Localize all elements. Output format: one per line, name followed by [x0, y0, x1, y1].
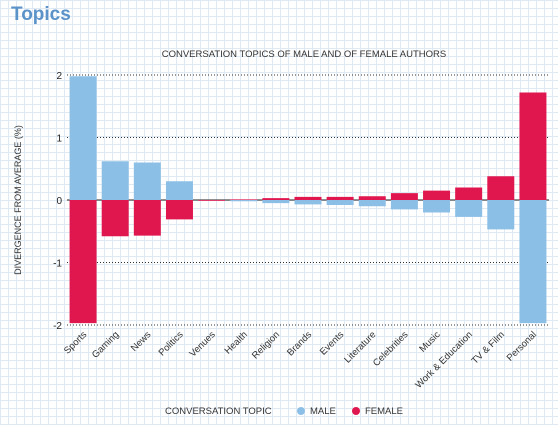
- y-tick-label: -2: [53, 321, 62, 332]
- x-tick-label: Gaming: [90, 329, 121, 360]
- bar-female: [455, 187, 483, 200]
- bar-male: [230, 200, 258, 202]
- x-tick-label: TV & Film: [470, 329, 507, 366]
- bar-female: [198, 200, 226, 201]
- legend-swatch-female: [352, 407, 360, 415]
- bar-female: [262, 198, 290, 201]
- x-tick-label: Personal: [505, 329, 539, 363]
- y-tick-label: 2: [56, 71, 62, 82]
- bar-male: [519, 200, 547, 324]
- page-heading: Topics: [11, 4, 71, 25]
- chart-title: CONVERSATION TOPICS OF MALE AND OF FEMAL…: [162, 49, 447, 60]
- bar-male: [294, 200, 322, 205]
- bar-female: [326, 196, 354, 201]
- y-tick-label: -1: [53, 259, 62, 270]
- bar-female: [230, 199, 258, 201]
- x-tick-label: News: [129, 329, 154, 354]
- bars: [69, 76, 547, 324]
- y-tick-labels: 2 1 0 -1 -2: [53, 71, 62, 332]
- x-tick-label: Sports: [62, 329, 89, 356]
- bar-male: [101, 161, 129, 200]
- bar-female: [133, 200, 161, 236]
- legend-label-female: FEMALE: [365, 406, 403, 417]
- bar-male: [390, 200, 418, 210]
- bar-male: [69, 76, 97, 200]
- bar-male: [262, 200, 290, 204]
- bar-male: [487, 200, 515, 230]
- x-tick-label: Music: [417, 329, 442, 354]
- bar-male: [165, 181, 193, 200]
- x-axis-label: CONVERSATION TOPIC: [165, 406, 272, 417]
- x-tick-label: Politics: [157, 329, 186, 358]
- bar-female: [358, 196, 386, 200]
- bar-male: [455, 200, 483, 217]
- x-tick-label: Work & Education: [413, 329, 474, 390]
- y-axis-label: DIVERGENCE FROM AVERAGE (%): [13, 125, 23, 275]
- bar-male: [423, 200, 451, 213]
- x-tick-label: Health: [223, 329, 250, 356]
- y-tick-label: 1: [56, 134, 62, 145]
- bar-female: [101, 200, 129, 237]
- legend: CONVERSATION TOPIC MALE FEMALE: [165, 406, 403, 417]
- x-tick-labels: Sports Gaming News Politics Venues Health Reli…: [62, 329, 539, 391]
- bar-female: [423, 190, 451, 201]
- legend-swatch-male: [297, 407, 305, 415]
- bar-male: [133, 162, 161, 200]
- bar-male: [326, 200, 354, 205]
- x-tick-label: Celebrities: [371, 329, 411, 369]
- x-tick-label: Venues: [188, 329, 218, 359]
- y-tick-label: 0: [56, 196, 62, 207]
- x-tick-label: Religion: [250, 329, 282, 361]
- x-tick-label: Events: [318, 329, 346, 357]
- bar-female: [294, 196, 322, 201]
- bar-female: [487, 176, 515, 200]
- legend-label-male: MALE: [310, 406, 336, 417]
- bar-female: [519, 92, 547, 200]
- bar-male: [358, 200, 386, 207]
- bar-female: [69, 200, 97, 324]
- x-tick-label: Brands: [285, 329, 314, 358]
- bar-female: [165, 200, 193, 220]
- bar-female: [390, 193, 418, 201]
